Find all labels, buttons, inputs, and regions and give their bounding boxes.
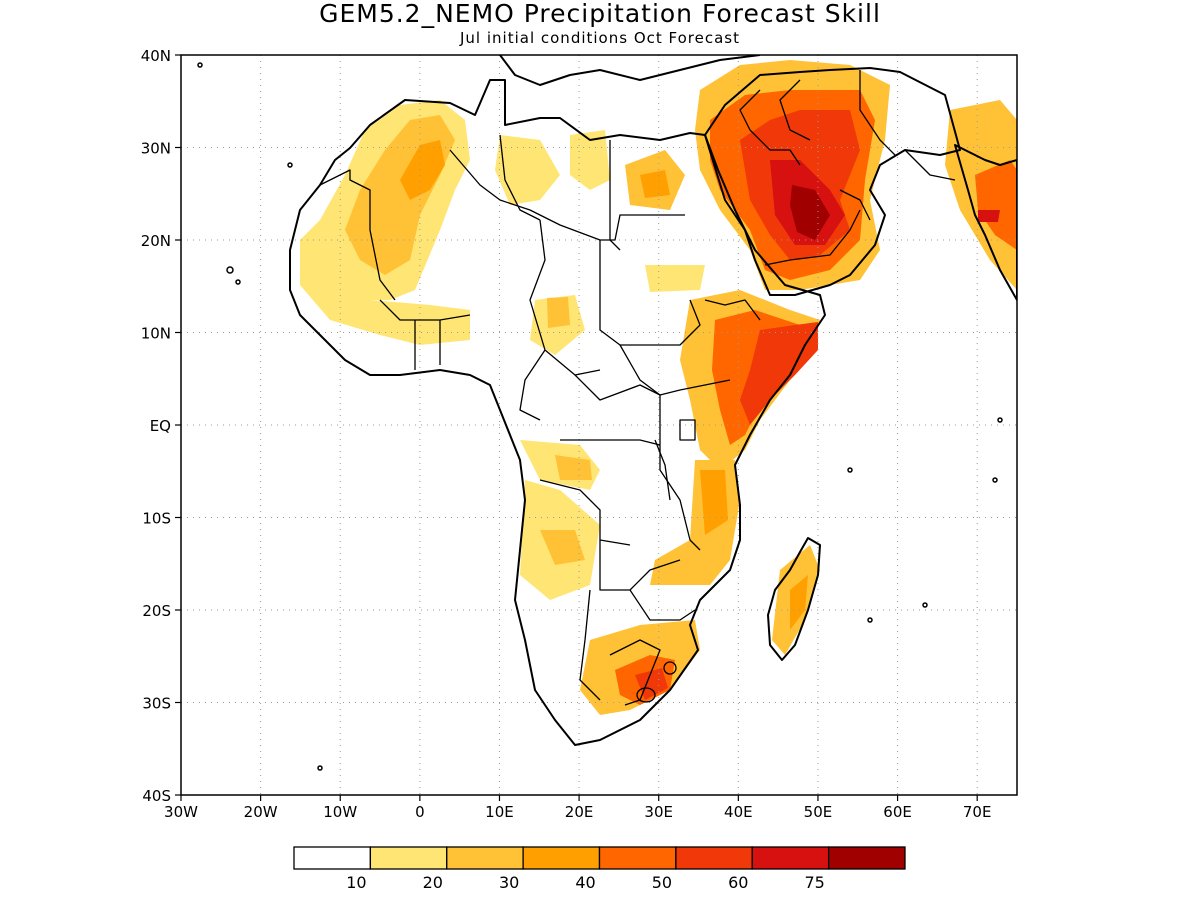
- colorbar-label: 30: [499, 873, 519, 892]
- lat-tick-label: 10N: [141, 325, 171, 343]
- skill-region-west-africa: [300, 280, 470, 345]
- arabia-coastline: [704, 67, 961, 296]
- lat-tick-label: 10S: [142, 510, 171, 528]
- coastlines: [289, 55, 1017, 746]
- colorbar-swatch: [827, 846, 906, 870]
- colorbar-swatch: [675, 846, 753, 870]
- lat-tick-label: 30S: [142, 695, 171, 713]
- lon-tick-label: 0: [415, 803, 425, 821]
- lat-tick-label: 40N: [141, 47, 171, 65]
- lat-tick-label: EQ: [150, 417, 171, 435]
- skill-region-horn-peak: [740, 322, 818, 425]
- colorbar-swatch: [751, 846, 830, 870]
- colorbar-swatch: [522, 846, 601, 870]
- colorbar-label: 75: [804, 873, 824, 892]
- lat-tick-label: 20N: [141, 232, 171, 250]
- lat-tick-label: 40S: [142, 787, 171, 805]
- skill-region-east-africa-core: [700, 470, 728, 535]
- skill-region-east-africa: [650, 460, 740, 585]
- skill-region-angola-core: [540, 530, 585, 565]
- lat-tick-label: 20S: [142, 602, 171, 620]
- skill-region-libya: [495, 135, 560, 205]
- lon-tick-label: 10E: [485, 803, 514, 821]
- colorbar: 10 20 30 40 50 60 75: [293, 846, 906, 892]
- colorbar-label: 40: [575, 873, 595, 892]
- skill-region-central-africa-core: [547, 297, 570, 328]
- lon-tick-label: 30E: [644, 803, 673, 821]
- lon-tick-label: 20W: [244, 803, 278, 821]
- lon-tick-label: 40E: [724, 803, 753, 821]
- axis-ticks: 30W 20W 10W 0 10E 20E 30E 40E 50E 60E 70E 40N 30N 20N…: [141, 47, 992, 821]
- europe-coastline: [499, 55, 761, 86]
- lon-tick-label: 20E: [565, 803, 594, 821]
- colorbar-label: 20: [423, 873, 443, 892]
- skill-region-libya-east: [570, 130, 610, 190]
- map-panel: [181, 55, 1017, 795]
- madagascar-coastline: [767, 537, 821, 661]
- skill-region-sudan: [645, 265, 705, 292]
- figure-title: GEM5.2_NEMO Precipitation Forecast Skill: [319, 0, 881, 28]
- figure-subtitle: Jul initial conditions Oct Forecast: [459, 29, 740, 47]
- skill-region-india-peak: [978, 210, 1000, 222]
- skill-region-india-core: [975, 160, 1017, 250]
- india-coastline: [954, 144, 1017, 301]
- skill-shading: [300, 60, 1017, 715]
- skill-region-arabia-max: [790, 185, 830, 240]
- colorbar-swatch: [369, 846, 448, 870]
- colorbar-label: 60: [728, 873, 748, 892]
- colorbar-swatch: [446, 846, 524, 870]
- lat-tick-label: 30N: [141, 140, 171, 158]
- lon-tick-label: 30W: [164, 803, 198, 821]
- lon-tick-label: 50E: [804, 803, 833, 821]
- colorbar-swatch: [598, 846, 677, 870]
- skill-region-egypt-core: [640, 170, 670, 198]
- colorbar-swatch: [293, 846, 372, 870]
- colorbar-label: 50: [652, 873, 672, 892]
- colorbar-label: 10: [346, 873, 366, 892]
- skill-region-madagascar-core: [790, 575, 808, 630]
- lon-tick-label: 70E: [963, 803, 992, 821]
- national-borders: [319, 70, 956, 706]
- lon-tick-label: 60E: [883, 803, 912, 821]
- africa-coastline: [289, 79, 826, 746]
- skill-region-congo-core: [555, 455, 592, 480]
- lon-tick-label: 10W: [323, 803, 357, 821]
- skill-region-north-africa-peak: [400, 140, 445, 200]
- islands: [197, 62, 1003, 771]
